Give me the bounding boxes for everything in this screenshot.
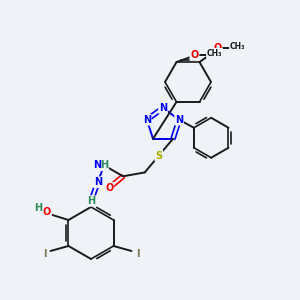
Text: N: N: [159, 103, 167, 113]
Text: N: N: [93, 160, 101, 170]
Text: CH₃: CH₃: [230, 42, 245, 51]
Text: O: O: [190, 50, 199, 60]
Text: N: N: [143, 115, 151, 125]
Text: S: S: [155, 151, 162, 160]
Text: I: I: [43, 249, 46, 259]
Text: H: H: [34, 203, 43, 213]
Text: N: N: [175, 115, 183, 125]
Text: H: H: [87, 196, 95, 206]
Text: H: H: [100, 160, 108, 170]
Text: CH₃: CH₃: [207, 49, 222, 58]
Text: O: O: [42, 207, 51, 217]
Text: O: O: [105, 183, 113, 193]
Text: N: N: [94, 177, 102, 187]
Text: I: I: [136, 249, 139, 259]
Text: O: O: [213, 43, 222, 53]
